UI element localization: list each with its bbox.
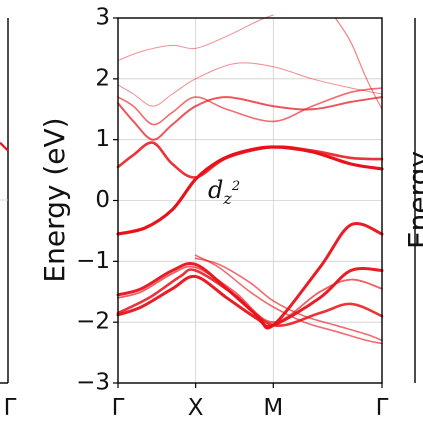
left-panel-band [0, 141, 9, 152]
left-panel-partial: Γ [0, 18, 17, 421]
band-line [117, 62, 383, 107]
band-line [194, 257, 383, 342]
gridlines [118, 18, 382, 383]
y-tick-label: 0 [95, 187, 110, 213]
y-tick-label: 1 [95, 126, 110, 152]
y-tick-label: 2 [95, 65, 110, 91]
band-annotation-base: d [208, 176, 223, 204]
x-tick-label: Γ [376, 395, 389, 421]
band-line [117, 265, 383, 324]
y-tick-label: 3 [95, 5, 110, 31]
x-tick-label: Γ [112, 395, 125, 421]
left-panel-x-tick-label: Γ [4, 395, 17, 421]
y-tick-label: −3 [76, 370, 110, 396]
band-line [117, 14, 274, 62]
band-annotation: dz2 [208, 176, 240, 208]
band-line [194, 254, 383, 345]
band-line [116, 266, 384, 328]
band-annotation-sub: z [222, 189, 232, 208]
band-line [116, 268, 384, 328]
band-line [117, 96, 383, 141]
x-tick-label: M [263, 395, 283, 421]
bands [116, 14, 384, 345]
x-tick-label: X [188, 395, 204, 421]
right-panel-y-axis-label: Energy [402, 151, 423, 249]
ticks: Γ X M Γ 3 2 1 0 −1 −2 −3 [76, 5, 388, 422]
y-tick-label: −1 [76, 248, 110, 274]
band-annotation-sup: 2 [231, 179, 240, 194]
plot-frame [117, 17, 383, 384]
right-panel-partial: Energy [402, 18, 423, 383]
band-line [116, 141, 384, 179]
y-tick-label: −2 [76, 309, 110, 335]
band-line [116, 145, 384, 236]
y-axis-label: Energy (eV) [38, 117, 71, 282]
band-line [117, 87, 383, 126]
band-line [334, 17, 383, 110]
